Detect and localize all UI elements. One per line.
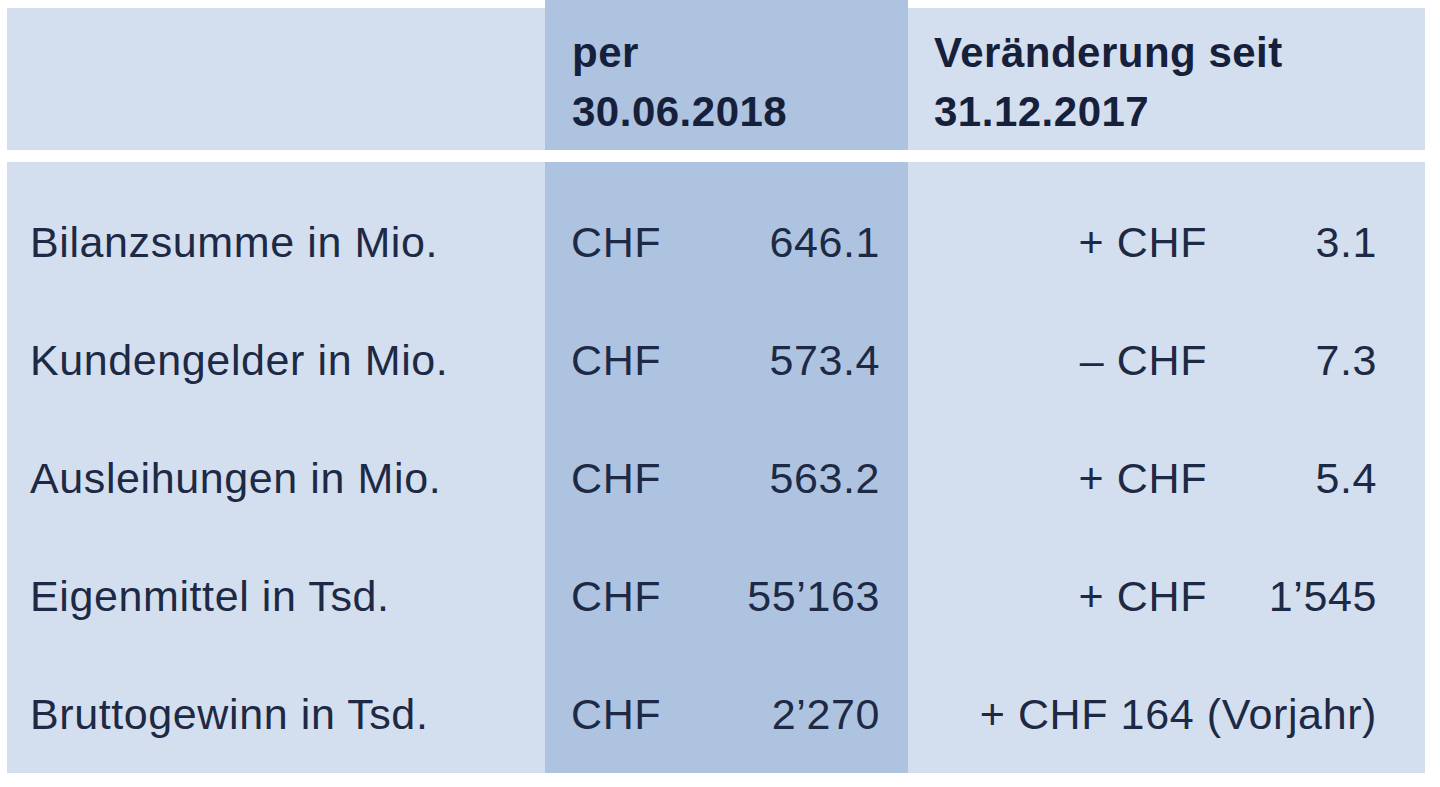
- table-body-rows: Bilanzsumme in Mio. CHF 646.1 + CHF 3.1 …: [7, 162, 1425, 773]
- table-row: Kundengelder in Mio. CHF 573.4 – CHF 7.3: [7, 302, 1425, 420]
- metric-label: Bilanzsumme in Mio.: [30, 218, 438, 267]
- metric-label-cell: Bilanzsumme in Mio.: [7, 218, 545, 267]
- table-row: Ausleihungen in Mio. CHF 563.2 + CHF 5.4: [7, 420, 1425, 538]
- metric-change-cell: + CHF 164 (Vorjahr): [908, 690, 1425, 739]
- metric-value: 2’270: [772, 690, 880, 739]
- metric-label: Ausleihungen in Mio.: [30, 454, 441, 503]
- financial-summary-table: per 30.06.2018 Veränderung seit 31.12.20…: [7, 0, 1425, 773]
- financial-summary-page: per 30.06.2018 Veränderung seit 31.12.20…: [0, 0, 1440, 787]
- metric-label-cell: Kundengelder in Mio.: [7, 336, 545, 385]
- currency-label: CHF: [571, 454, 661, 503]
- header-change-label: Veränderung seit 31.12.2017: [908, 0, 1425, 150]
- table-row: Bruttogewinn in Tsd. CHF 2’270 + CHF 164…: [7, 655, 1425, 773]
- metric-change-cell: – CHF 7.3: [908, 336, 1425, 385]
- table-row: Eigenmittel in Tsd. CHF 55’163 + CHF 1’5…: [7, 537, 1425, 655]
- change-value: 5.4: [1207, 454, 1377, 503]
- metric-change-cell: + CHF 1’545: [908, 572, 1425, 621]
- change-label: + CHF: [1079, 454, 1207, 503]
- metric-label: Bruttogewinn in Tsd.: [30, 690, 428, 739]
- change-value: 1’545: [1207, 572, 1377, 621]
- metric-value-cell: CHF 55’163: [545, 572, 908, 621]
- header-change-line1: Veränderung seit: [934, 24, 1425, 83]
- metric-value-cell: CHF 563.2: [545, 454, 908, 503]
- header-cell-empty: [7, 8, 545, 150]
- metric-value-cell: CHF 573.4: [545, 336, 908, 385]
- table-header: per 30.06.2018 Veränderung seit 31.12.20…: [7, 0, 1425, 150]
- change-label: – CHF: [1080, 336, 1207, 385]
- header-period-label: per 30.06.2018: [545, 0, 908, 150]
- currency-label: CHF: [571, 218, 661, 267]
- table-row: Bilanzsumme in Mio. CHF 646.1 + CHF 3.1: [7, 184, 1425, 302]
- metric-value-cell: CHF 646.1: [545, 218, 908, 267]
- change-value: 3.1: [1207, 218, 1377, 267]
- change-label: + CHF: [1079, 218, 1207, 267]
- metric-value: 563.2: [769, 454, 880, 503]
- metric-change-cell: + CHF 5.4: [908, 454, 1425, 503]
- metric-value: 573.4: [769, 336, 880, 385]
- metric-label-cell: Ausleihungen in Mio.: [7, 454, 545, 503]
- metric-label: Kundengelder in Mio.: [30, 336, 448, 385]
- metric-value-cell: CHF 2’270: [545, 690, 908, 739]
- currency-label: CHF: [571, 690, 661, 739]
- metric-label: Eigenmittel in Tsd.: [30, 572, 390, 621]
- metric-label-cell: Bruttogewinn in Tsd.: [7, 690, 545, 739]
- currency-label: CHF: [571, 572, 661, 621]
- change-label: + CHF: [1079, 572, 1207, 621]
- metric-label-cell: Eigenmittel in Tsd.: [7, 572, 545, 621]
- metric-value: 646.1: [769, 218, 880, 267]
- change-label: + CHF 164 (Vorjahr): [980, 690, 1377, 739]
- metric-value: 55’163: [747, 572, 880, 621]
- table-body: Bilanzsumme in Mio. CHF 646.1 + CHF 3.1 …: [7, 162, 1425, 773]
- currency-label: CHF: [571, 336, 661, 385]
- change-value: 7.3: [1207, 336, 1377, 385]
- header-period-line1: per: [572, 24, 908, 83]
- header-change-line2: 31.12.2017: [934, 83, 1425, 142]
- header-body-divider: [7, 150, 1425, 162]
- metric-change-cell: + CHF 3.1: [908, 218, 1425, 267]
- header-period-line2: 30.06.2018: [572, 83, 908, 142]
